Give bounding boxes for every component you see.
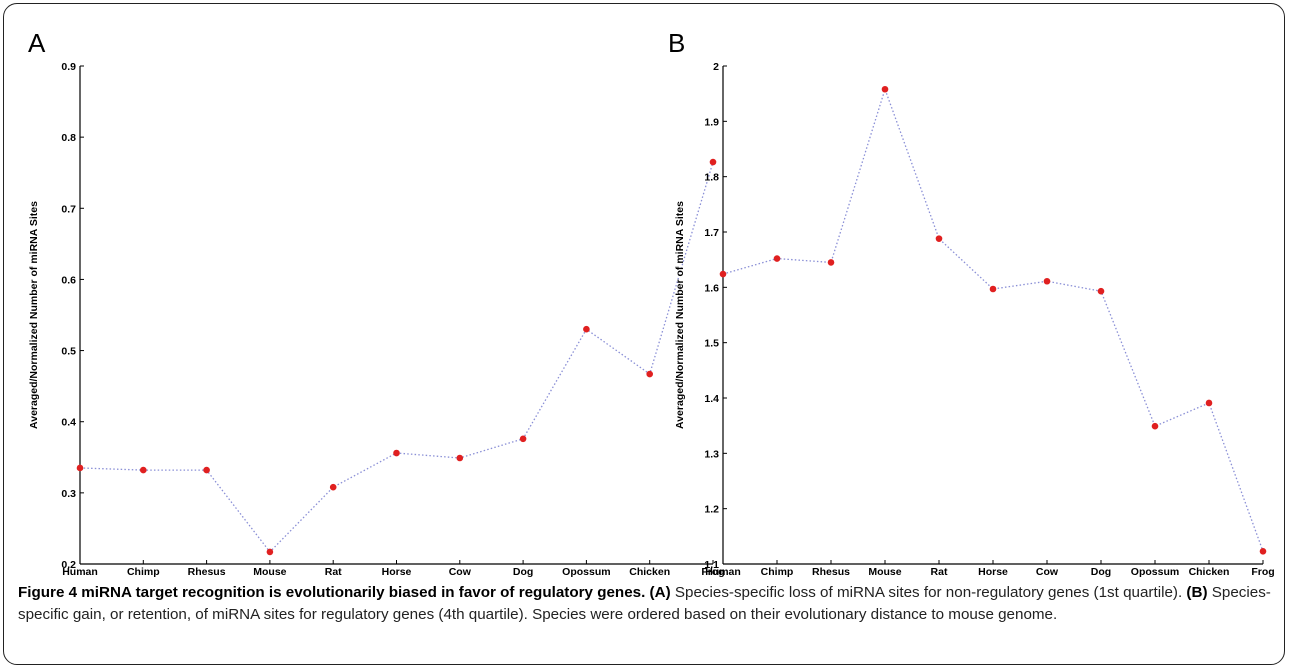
caption-a-tag: (A) [649, 584, 671, 601]
caption-a-text: Species-specific loss of miRNA sites for… [674, 584, 1183, 601]
y-tick-label: 1.9 [704, 116, 719, 128]
x-tick-label: Horse [978, 566, 1008, 578]
data-point-mouse [881, 85, 889, 93]
x-tick-label: Rat [931, 566, 948, 578]
x-tick-label: Horse [382, 566, 412, 578]
y-tick-label: 1.4 [704, 393, 719, 405]
data-point-frog [709, 158, 717, 166]
x-tick-label: Opossum [1131, 566, 1179, 578]
data-point-dog [1097, 287, 1105, 295]
y-tick-label: 0.2 [61, 559, 76, 571]
y-tick-label: 1.2 [704, 504, 719, 516]
data-point-rat [935, 235, 943, 242]
data-point-dog [519, 435, 527, 443]
x-tick-label: Chimp [761, 566, 794, 578]
data-point-chicken [1205, 399, 1213, 407]
data-point-chimp [773, 255, 781, 262]
x-tick-label: Mouse [253, 566, 286, 578]
caption-b-tag: (B) [1186, 584, 1208, 601]
y-tick-label: 1.8 [704, 172, 719, 184]
x-tick-label: Chicken [1189, 566, 1230, 578]
figure-frame [3, 3, 1285, 665]
data-point-cow [1043, 277, 1051, 285]
x-tick-label: Rat [325, 566, 342, 578]
data-point-chimp [140, 466, 147, 474]
x-tick-label: Chicken [629, 566, 670, 578]
caption-title: Figure 4 miRNA target recognition is evo… [18, 584, 646, 601]
data-point-opossum [1151, 422, 1159, 430]
y-tick-label: 1.6 [704, 282, 719, 294]
y-tick-label: 2 [713, 61, 719, 73]
y-tick-label: 0.9 [61, 61, 76, 73]
x-tick-label: Chimp [127, 566, 160, 578]
y-tick-label: 1.5 [704, 338, 719, 350]
panel-label: B [668, 28, 685, 58]
x-tick-label: Human [705, 566, 741, 578]
chart-panel-b: B 1.1 1.2 1.3 1.4 1.5 1.6 1.7 1.8 1.9 2 Human Chimp R… [668, 28, 1275, 578]
y-tick-label: 1.3 [704, 448, 719, 460]
chart-panel-a: A 0.2 0.3 0.4 0.5 0.6 0.7 0.8 0.9 Human Chimp Rhesu… [28, 28, 725, 578]
panel-label: A [28, 28, 46, 58]
data-point-mouse [266, 548, 274, 556]
y-tick-label: 1.1 [704, 559, 719, 571]
data-point-frog [1259, 547, 1267, 555]
caption-b-text: Species-specific gain, or retention, of … [18, 584, 1271, 623]
x-tick-label: Mouse [868, 566, 901, 578]
x-tick-label: Frog [1251, 566, 1274, 578]
y-tick-label: 0.4 [61, 417, 76, 429]
data-point-human [719, 270, 727, 278]
x-tick-label: Cow [449, 566, 472, 578]
y-tick-label: 0.8 [61, 132, 76, 144]
y-tick-label: 0.5 [61, 346, 76, 358]
data-point-opossum [583, 325, 590, 333]
data-point-rhesus [203, 466, 210, 474]
data-point-chicken [646, 370, 653, 378]
series-line [79, 161, 714, 553]
figure-charts: A 0.2 0.3 0.4 0.5 0.6 0.7 0.8 0.9 Human Chimp Rhesu… [28, 28, 1275, 578]
x-tick-label: Cow [1036, 566, 1059, 578]
data-point-horse [989, 285, 997, 293]
data-point-human [76, 464, 84, 472]
series-line [722, 87, 1264, 552]
data-point-horse [393, 449, 400, 457]
figure-caption: Figure 4 miRNA target recognition is evo… [18, 582, 1278, 626]
y-tick-label: 1.7 [704, 227, 719, 239]
x-tick-label: Frog [701, 566, 724, 578]
y-tick-label: 0.7 [61, 203, 76, 215]
data-point-rhesus [827, 259, 835, 266]
x-tick-label: Rhesus [188, 566, 226, 578]
x-tick-label: Dog [513, 566, 533, 578]
y-tick-label: 0.3 [61, 488, 76, 500]
x-tick-label: Opossum [562, 566, 610, 578]
x-tick-label: Human [62, 566, 98, 578]
y-axis-label: Averaged/Normalized Number of miRNA Site… [28, 201, 40, 429]
data-point-cow [456, 454, 464, 462]
data-point-rat [329, 483, 337, 491]
y-axis-label: Averaged/Normalized Number of miRNA Site… [674, 201, 686, 429]
x-tick-label: Dog [1091, 566, 1111, 578]
x-tick-label: Rhesus [812, 566, 850, 578]
y-tick-label: 0.6 [61, 274, 76, 286]
